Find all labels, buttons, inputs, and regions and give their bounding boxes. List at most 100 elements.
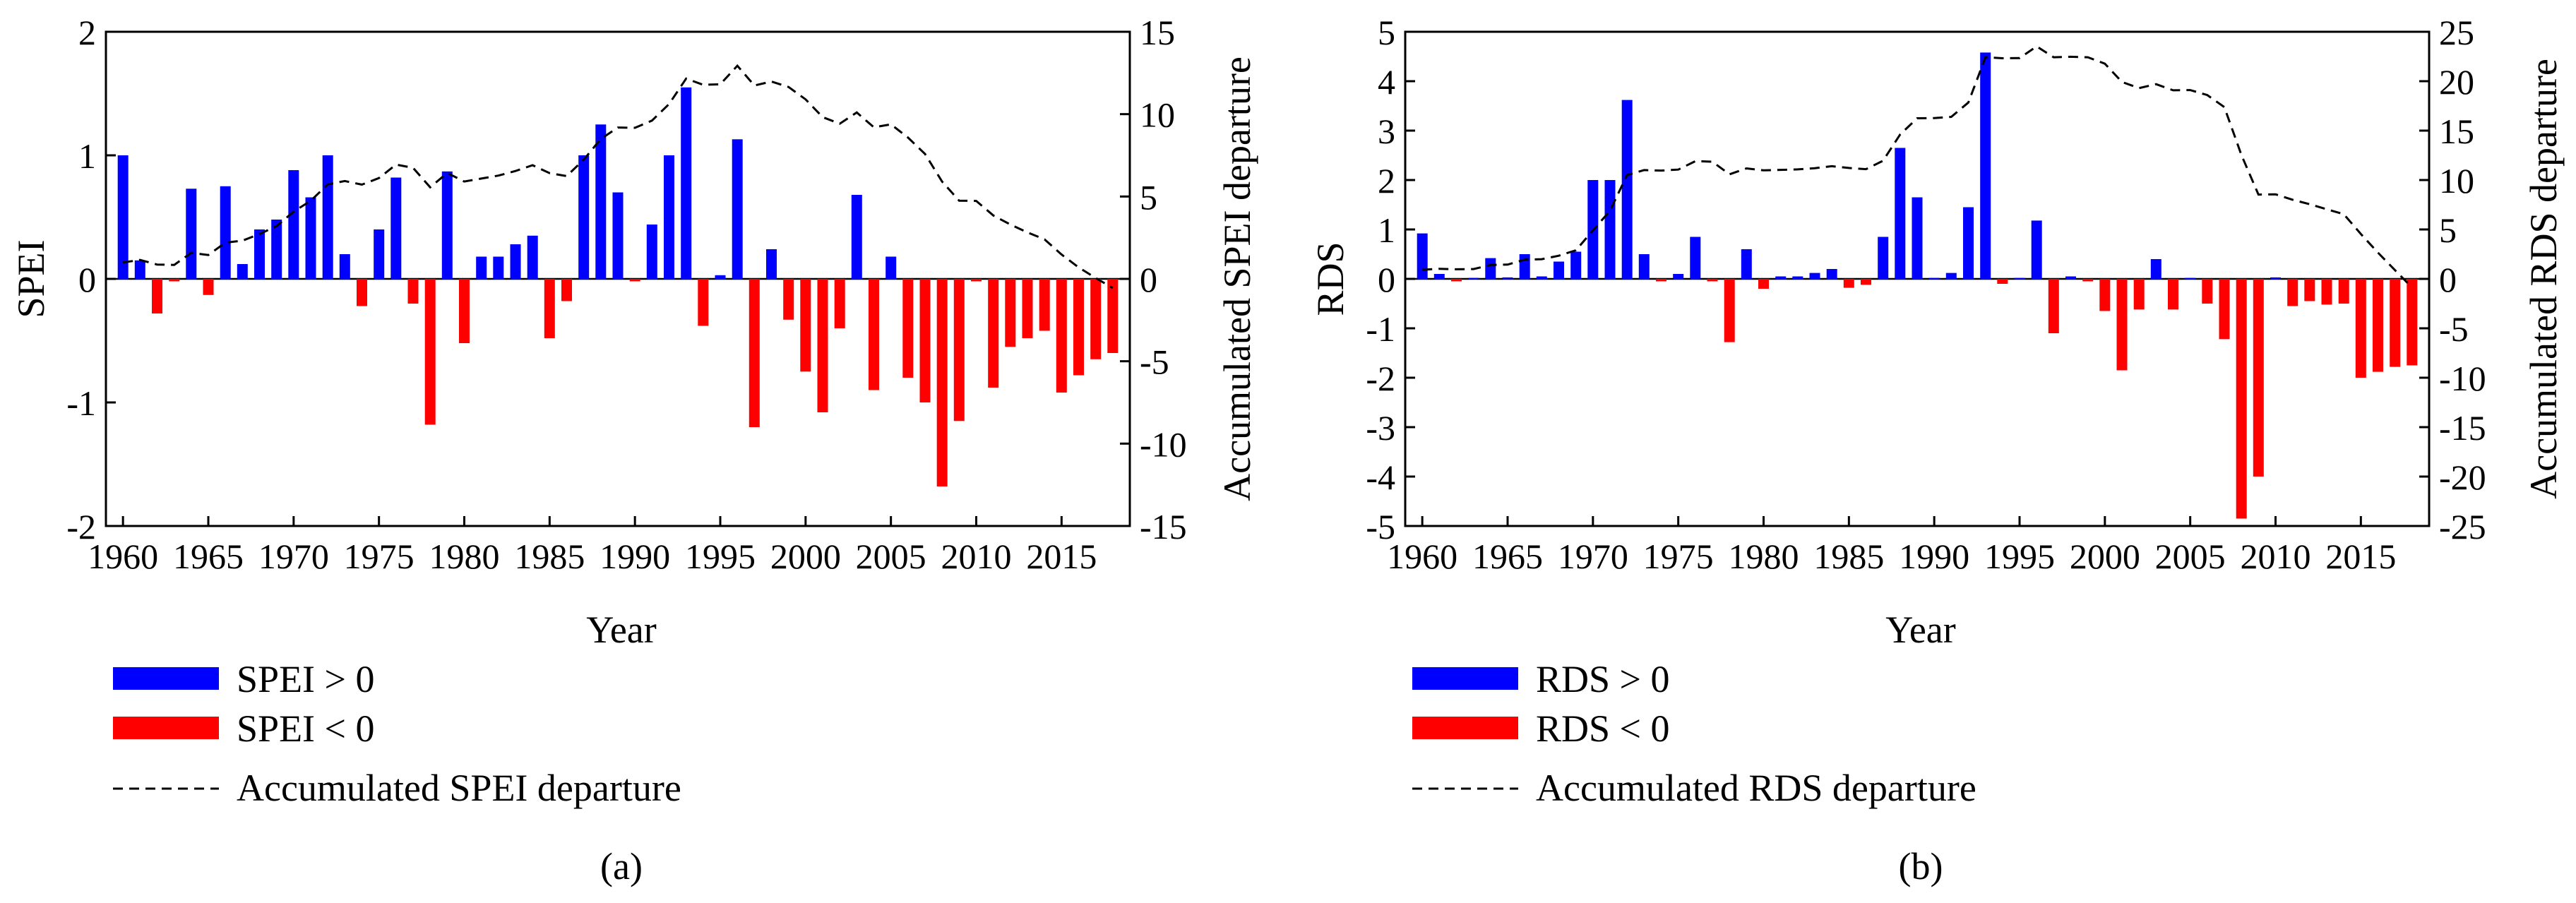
bar-2009 (953, 279, 965, 421)
y2-tick-label: -5 (2439, 309, 2469, 349)
bar-1964 (186, 189, 197, 280)
x-tick-label: 1985 (1813, 537, 1884, 576)
y2-tick-label: 20 (2439, 62, 2474, 102)
x-tick-label: 1990 (1899, 537, 1969, 576)
bar-2010 (971, 279, 982, 282)
x-tick-label: 1995 (1984, 537, 2055, 576)
bar-1963 (169, 279, 180, 282)
bar-1989 (612, 192, 624, 279)
bar-1999 (2082, 279, 2094, 282)
bar-1980 (459, 279, 470, 343)
y2-tick-label: -25 (2439, 507, 2486, 546)
x-tick-label: 1985 (514, 537, 585, 576)
bar-1987 (578, 155, 590, 279)
bar-1985 (544, 279, 555, 338)
bar-1998 (2065, 276, 2076, 279)
bar-1963 (1468, 277, 1479, 279)
bar-1972 (322, 155, 333, 279)
bar-1974 (1656, 279, 1666, 282)
bar-1983 (510, 244, 521, 279)
x-tick-label: 1980 (429, 537, 500, 576)
bar-1971 (305, 197, 316, 279)
bar-2008 (936, 279, 948, 486)
bar-2014 (2338, 279, 2349, 304)
bar-2000 (800, 279, 811, 372)
bar-1973 (339, 254, 350, 279)
x-tick-label: 1995 (685, 537, 756, 576)
y2-tick-label: -5 (1140, 342, 1169, 382)
legend-label-negative: SPEI < 0 (237, 707, 375, 750)
bar-2009 (2253, 279, 2264, 477)
bar-2013 (2321, 279, 2332, 305)
bar-1990 (1928, 277, 1940, 279)
x-tick-label: 1965 (1472, 537, 1543, 576)
bar-2004 (869, 279, 879, 390)
legend: SPEI > 0 SPEI < 0 Accumulated SPEI depar… (113, 658, 681, 809)
y-tick-label: 1 (78, 136, 96, 176)
y-tick-label: -4 (1366, 458, 1395, 497)
bar-1961 (134, 260, 145, 280)
x-axis-label: Year (586, 609, 657, 651)
panel-label: (a) (600, 845, 643, 887)
bar-2006 (902, 279, 914, 378)
legend-swatch-negative (113, 717, 219, 739)
bar-1987 (1878, 237, 1889, 279)
bar-2014 (1039, 279, 1050, 331)
panel-label: (b) (1899, 845, 1943, 887)
x-tick-label: 1960 (88, 537, 158, 576)
y-tick-label: -3 (1366, 408, 1395, 448)
y2-tick-label: 5 (1140, 177, 1157, 217)
legend-label-negative: RDS < 0 (1536, 707, 1670, 750)
x-tick-label: 2005 (2155, 537, 2226, 576)
x-tick-label: 2010 (2241, 537, 2311, 576)
bar-1994 (1997, 279, 2008, 284)
bar-1984 (1826, 269, 1837, 279)
x-axis-ticks: 1960 1965 1970 1975 1980 1985 1990 1995 2000 2005… (1387, 516, 2396, 576)
bar-1996 (732, 139, 743, 280)
bar-1973 (1638, 254, 1650, 279)
y2-tick-label: -15 (1140, 507, 1187, 546)
bar-2005 (2185, 277, 2196, 279)
bar-2010 (2270, 277, 2281, 279)
bar-2003 (2150, 259, 2161, 279)
bar-1961 (1433, 274, 1445, 279)
y-tick-label: -2 (66, 507, 96, 546)
bar-2015 (1056, 279, 1067, 393)
y-tick-label: -2 (1366, 359, 1395, 398)
bar-1980 (1758, 279, 1769, 289)
x-axis-ticks: 1960 1965 1970 1975 1980 1985 1990 1995 2000 2005… (88, 516, 1097, 576)
bar-1978 (1724, 279, 1735, 342)
legend-swatch-positive (1412, 667, 1518, 690)
bar-2006 (2202, 279, 2213, 304)
y-tick-label: 2 (78, 13, 96, 52)
bar-1981 (476, 256, 487, 279)
y-tick-label: 4 (1378, 62, 1395, 102)
accumulated-departure-line (1422, 44, 2413, 289)
bar-1999 (783, 279, 794, 320)
x-tick-label: 1990 (600, 537, 670, 576)
bar-2016 (1073, 279, 1084, 376)
bar-1960 (117, 155, 129, 279)
bar-1964 (1485, 258, 1496, 279)
bar-1988 (595, 124, 607, 280)
bar-1975 (374, 229, 385, 279)
legend-label-line: Accumulated RDS departure (1536, 767, 1976, 809)
bar-1991 (646, 225, 657, 279)
bar-1966 (1519, 254, 1530, 279)
bar-1990 (629, 279, 640, 282)
bar-2012 (2304, 279, 2315, 301)
accumulated-departure-line (122, 64, 1114, 289)
bar-2002 (834, 279, 845, 328)
bar-1977 (1707, 279, 1718, 282)
bar-1970 (288, 170, 299, 279)
y2-axis-label: Accumulated RDS departure (2522, 59, 2565, 499)
bar-1982 (493, 256, 504, 279)
legend-label-positive: SPEI > 0 (237, 658, 375, 700)
bar-1974 (357, 279, 367, 306)
bar-1983 (1809, 273, 1820, 279)
bar-group (1417, 52, 2418, 519)
y-tick-label: 2 (1378, 161, 1395, 201)
x-tick-label: 2015 (2325, 537, 2396, 576)
